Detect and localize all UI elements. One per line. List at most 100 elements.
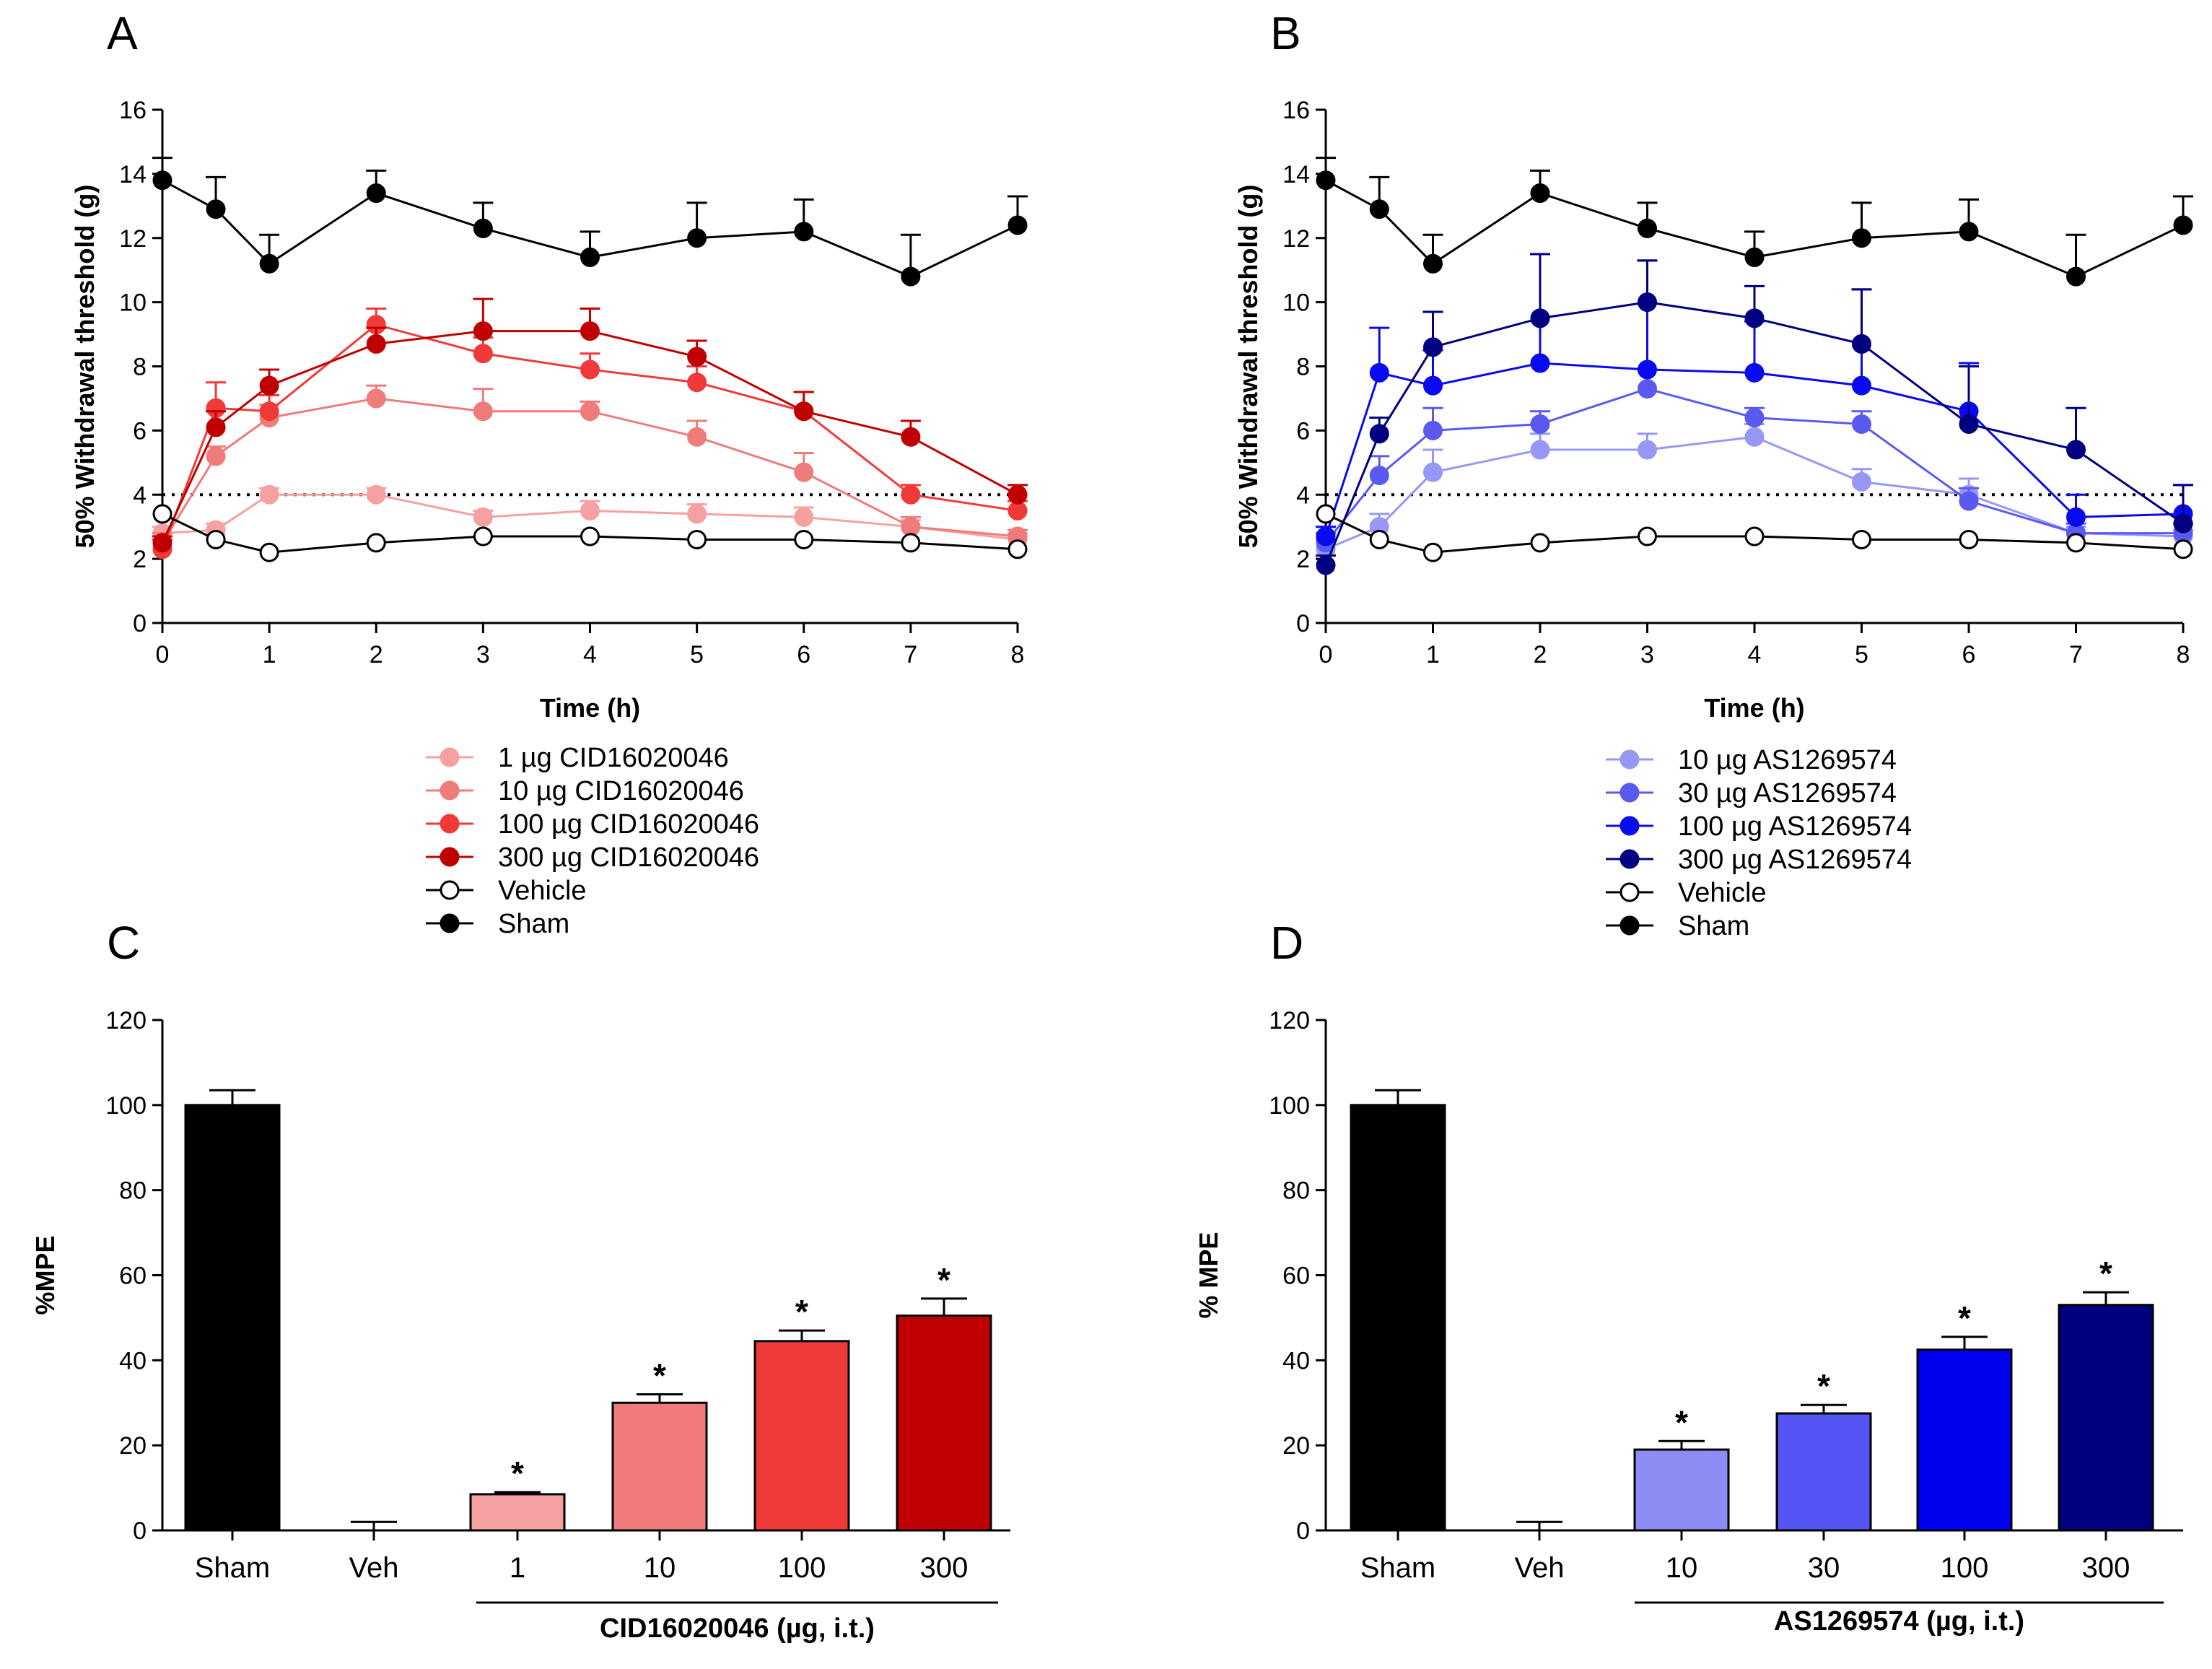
bar-10	[611, 1401, 708, 1532]
data-point	[1530, 533, 1550, 553]
panel-d: D 0 20 40 60 80 100 120 % MPE Sham Veh 10 * 30 * 100 * 30…	[1194, 917, 2183, 1637]
legend-label: 100 µg CID16020046	[498, 809, 759, 840]
x-tick-label: 7	[904, 641, 917, 668]
data-point	[1638, 218, 1657, 238]
legend-label: Vehicle	[1678, 878, 1767, 908]
x-tick-label: 0	[1319, 641, 1333, 668]
data-point	[1316, 170, 1336, 191]
x-tick-label: 1	[263, 641, 276, 668]
y-tick-label: 120	[1269, 1007, 1310, 1034]
legend-marker	[440, 814, 460, 834]
category-label: 100	[1941, 1552, 1989, 1584]
data-point	[1852, 228, 1871, 248]
x-tick-label: 8	[1011, 641, 1025, 668]
y-tick-label: 8	[1296, 354, 1310, 381]
data-point	[259, 253, 279, 274]
x-axis-title: Time (h)	[540, 693, 640, 723]
data-point	[206, 529, 226, 549]
data-point	[1959, 491, 1979, 511]
series-sham	[1316, 157, 2193, 287]
data-point	[687, 347, 707, 367]
data-point	[152, 533, 172, 553]
group-label: AS1269574 (µg, i.t.)	[1774, 1606, 2024, 1637]
data-point	[1423, 462, 1443, 482]
y-axis-title: % MPE	[1194, 1232, 1223, 1318]
data-point	[1530, 183, 1550, 204]
y-tick-label: 6	[1296, 417, 1310, 445]
legend-marker	[1619, 849, 1640, 869]
significance-marker: *	[1675, 1403, 1688, 1441]
panel-letter: A	[107, 7, 138, 59]
data-point	[2173, 513, 2193, 533]
significance-marker: *	[511, 1455, 524, 1492]
legend-label: Vehicle	[498, 876, 587, 906]
y-tick-label: 14	[1282, 161, 1310, 188]
data-point	[1959, 414, 1979, 434]
y-tick-label: 120	[105, 1007, 147, 1034]
data-point	[2173, 215, 2193, 235]
y-tick-label: 100	[1269, 1092, 1310, 1120]
data-point	[259, 401, 279, 422]
category-label: Veh	[1515, 1552, 1565, 1584]
data-point	[473, 526, 493, 546]
legend-marker	[440, 913, 460, 933]
y-tick-label: 4	[1296, 481, 1310, 509]
legend-marker	[440, 747, 460, 767]
data-point	[1530, 440, 1550, 460]
data-point	[1369, 362, 1389, 383]
data-point	[1316, 504, 1336, 524]
category-label: Sham	[1360, 1552, 1436, 1584]
series-line	[162, 493, 1018, 541]
y-tick-label: 20	[119, 1432, 147, 1460]
data-point	[473, 507, 493, 527]
category-label: 1	[510, 1552, 525, 1584]
data-point	[901, 533, 921, 553]
data-point	[1959, 222, 1979, 242]
category-label: 10	[1666, 1552, 1698, 1584]
x-tick-label: 3	[1640, 641, 1654, 668]
series-line	[162, 179, 1018, 278]
legend-label: 300 µg AS1269574	[1678, 845, 1912, 875]
data-point	[2066, 533, 2086, 553]
y-tick-label: 6	[133, 417, 147, 445]
y-tick-label: 40	[119, 1347, 147, 1374]
legend-label: 1 µg CID16020046	[498, 743, 729, 773]
series-line	[1324, 388, 2183, 544]
data-point	[687, 228, 707, 248]
data-point	[1744, 427, 1765, 447]
legend-marker	[1619, 783, 1640, 803]
legend-marker	[1619, 749, 1640, 770]
series-30-g-as1269574	[1316, 368, 2193, 553]
x-axis-title: Time (h)	[1704, 693, 1804, 723]
y-tick-label: 0	[133, 610, 147, 637]
data-point	[259, 484, 279, 505]
data-point	[1852, 529, 1871, 549]
legend-marker	[1619, 816, 1640, 836]
series-line	[1324, 301, 2184, 566]
y-tick-label: 20	[1282, 1432, 1310, 1460]
y-tick-label: 10	[1282, 289, 1310, 317]
data-point	[206, 417, 226, 437]
legend-label: 10 µg AS1269574	[1678, 745, 1897, 775]
x-tick-label: 6	[797, 641, 810, 668]
y-tick-label: 8	[133, 354, 147, 381]
data-point	[366, 183, 386, 204]
data-point	[1007, 539, 1028, 559]
y-tick-label: 10	[119, 289, 147, 317]
series-vehicle	[152, 504, 1028, 562]
data-point	[1638, 379, 1657, 399]
legend-marker	[440, 847, 460, 867]
data-point	[1423, 420, 1443, 440]
data-point	[2066, 266, 2086, 287]
data-point	[580, 500, 600, 520]
bar-300	[2058, 1304, 2154, 1532]
data-point	[2173, 539, 2193, 559]
data-point	[473, 401, 493, 422]
data-point	[1744, 526, 1765, 546]
category-label: 300	[920, 1552, 969, 1584]
data-point	[1852, 471, 1871, 492]
data-point	[1530, 308, 1550, 328]
